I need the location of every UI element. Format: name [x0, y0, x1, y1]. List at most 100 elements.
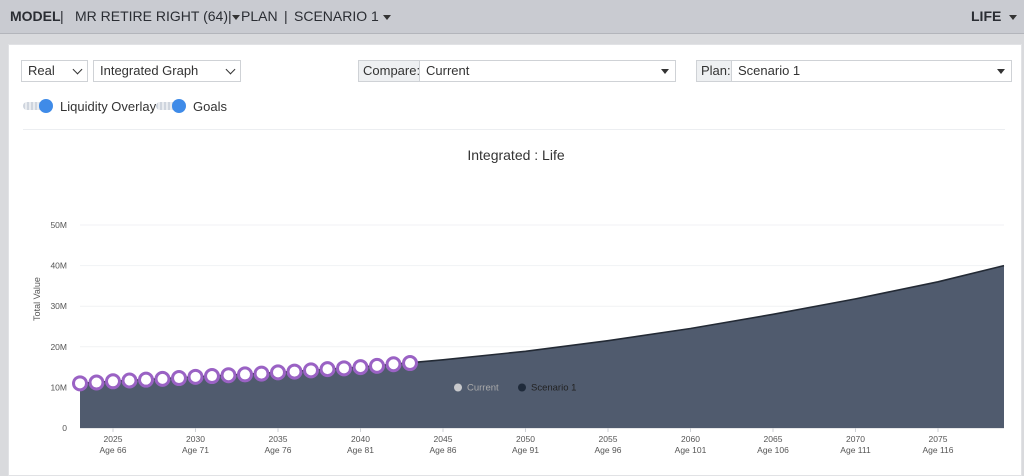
x-tick-age-label: Age 76: [265, 445, 292, 455]
goals-toggle[interactable]: [156, 99, 186, 113]
legend-label: Current: [467, 383, 499, 394]
x-tick-label: 2055: [599, 434, 618, 444]
goal-marker[interactable]: [336, 360, 352, 377]
goal-marker[interactable]: [385, 356, 402, 373]
goal-marker[interactable]: [154, 370, 171, 387]
goal-marker[interactable]: [402, 355, 418, 372]
legend-marker: [454, 383, 462, 392]
scenario-selector[interactable]: SCENARIO 1: [294, 8, 391, 24]
caret-down-icon: [661, 69, 669, 74]
legend-marker: [518, 383, 526, 392]
model-label: MODEL: [10, 8, 61, 24]
goal-marker[interactable]: [253, 365, 270, 382]
plan-select-label: Plan:: [696, 60, 736, 82]
graph-type-select[interactable]: Integrated Graph: [93, 60, 241, 82]
goal-marker[interactable]: [171, 370, 187, 387]
goal-marker[interactable]: [369, 357, 385, 374]
goal-marker[interactable]: [237, 366, 253, 383]
chevron-down-icon: [72, 64, 83, 75]
life-selector[interactable]: LIFE: [971, 8, 1018, 24]
goal-marker[interactable]: [270, 364, 286, 381]
goals-label: Goals: [193, 99, 227, 114]
separator: |: [228, 8, 232, 24]
plan-value: Scenario 1: [738, 63, 801, 78]
legend-label: Scenario 1: [531, 383, 576, 394]
goal-marker[interactable]: [220, 367, 237, 384]
value-mode-value: Real: [28, 63, 55, 78]
y-tick-label: 30M: [50, 301, 67, 311]
life-label: LIFE: [971, 8, 1002, 24]
y-tick-label: 40M: [50, 261, 67, 271]
goal-marker[interactable]: [88, 374, 105, 391]
y-tick-label: 50M: [50, 220, 67, 230]
y-tick-label: 0: [62, 423, 67, 433]
goal-marker[interactable]: [303, 362, 319, 379]
caret-down-icon: [231, 14, 240, 20]
x-tick-age-label: Age 101: [675, 445, 707, 455]
client-label: MR RETIRE RIGHT (64): [75, 8, 228, 24]
liquidity-overlay-label: Liquidity Overlay: [60, 99, 157, 114]
x-tick-label: 2075: [929, 434, 948, 444]
client-selector[interactable]: MR RETIRE RIGHT (64): [75, 8, 240, 24]
caret-down-icon: [1009, 14, 1018, 20]
goal-marker[interactable]: [72, 375, 88, 392]
plan-select[interactable]: Scenario 1: [731, 60, 1012, 82]
y-tick-label: 20M: [50, 342, 67, 352]
y-axis: 0 10M 20M 30M 40M 50M: [50, 220, 67, 433]
x-tick-age-label: Age 96: [595, 445, 622, 455]
goal-markers: [72, 355, 418, 392]
y-axis-label: Total Value: [32, 277, 42, 321]
x-tick-age-label: Age 81: [347, 445, 374, 455]
goal-marker[interactable]: [187, 368, 204, 385]
x-tick-age-label: Age 71: [182, 445, 209, 455]
goal-marker[interactable]: [319, 361, 336, 378]
x-tick-label: 2070: [846, 434, 865, 444]
compare-value: Current: [426, 63, 470, 78]
separator: |: [60, 8, 64, 24]
liquidity-overlay-toggle[interactable]: [23, 99, 53, 113]
value-mode-select[interactable]: Real: [21, 60, 88, 82]
x-tick-age-label: Age 66: [100, 445, 127, 455]
toggle-knob: [172, 99, 186, 113]
toggle-knob: [39, 99, 53, 113]
goal-marker[interactable]: [138, 371, 154, 388]
scenario-label: SCENARIO 1: [294, 8, 379, 24]
x-tick-label: 2060: [681, 434, 700, 444]
x-tick-age-label: Age 91: [512, 445, 539, 455]
top-bar: MODEL | MR RETIRE RIGHT (64) | PLAN | SC…: [0, 0, 1024, 34]
divider: [23, 129, 1005, 130]
legend-item-current[interactable]: Current: [454, 383, 499, 394]
graph-type-value: Integrated Graph: [100, 63, 199, 78]
caret-down-icon: [382, 14, 391, 20]
x-tick-label: 2050: [516, 434, 535, 444]
chart-title: Integrated : Life: [467, 147, 565, 163]
chevron-down-icon: [225, 64, 236, 75]
x-tick-label: 2030: [186, 434, 205, 444]
caret-down-icon: [997, 69, 1005, 74]
compare-select[interactable]: Current: [419, 60, 676, 82]
chart-legend: Current Scenario 1: [454, 383, 576, 394]
goal-marker[interactable]: [204, 368, 220, 385]
x-tick-age-label: Age 116: [922, 445, 953, 455]
legend-item-scenario-1[interactable]: Scenario 1: [518, 383, 576, 394]
chart-card: Real Integrated Graph Compare: Current P…: [8, 44, 1022, 476]
x-tick-age-label: Age 106: [757, 445, 789, 455]
separator: |: [284, 8, 288, 24]
x-tick-age-label: Age 86: [430, 445, 457, 455]
integrated-chart: Integrated : Life Total Value 0 10M 20M 30M…: [32, 147, 1005, 455]
toggle-track: [23, 102, 51, 110]
goal-marker[interactable]: [286, 363, 303, 380]
plan-label: PLAN: [241, 8, 278, 24]
goal-marker[interactable]: [105, 373, 121, 390]
x-tick-label: 2035: [269, 434, 288, 444]
goal-marker[interactable]: [121, 372, 138, 389]
compare-label: Compare:: [358, 60, 426, 82]
x-tick-label: 2040: [351, 434, 370, 444]
x-tick-label: 2045: [434, 434, 453, 444]
series-area-scenario-1: [80, 265, 1004, 428]
x-tick-age-label: Age 111: [840, 445, 871, 455]
goal-marker[interactable]: [352, 359, 369, 376]
y-tick-label: 10M: [50, 382, 67, 392]
toggle-track: [156, 102, 184, 110]
